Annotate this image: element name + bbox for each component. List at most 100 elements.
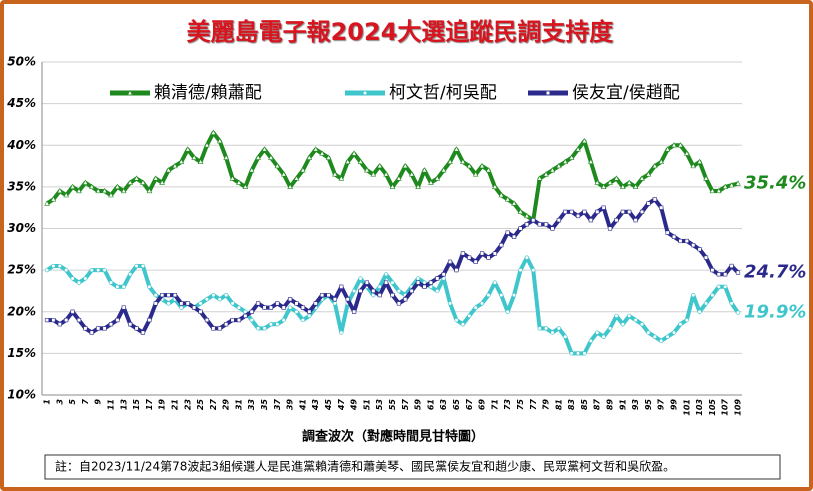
point [440,167,447,173]
x-tick-label: 67 [465,399,474,411]
point [312,146,319,152]
y-tick-label: 10% [7,388,36,402]
legend-label: 賴清德/賴蕭配 [154,83,262,103]
point [517,208,524,214]
point [620,183,626,189]
point [165,167,172,173]
x-tick-label: 59 [414,399,423,411]
x-tick-label: 71 [490,399,499,410]
end-label: 35.4% [744,173,806,194]
point [83,276,88,281]
point [562,158,569,164]
point [678,238,683,244]
point [344,158,351,164]
point [224,322,229,327]
point [128,272,133,277]
x-tick-label: 75 [516,399,525,411]
point [505,309,510,314]
point [332,297,338,302]
point [300,305,306,310]
point [294,309,299,314]
point [671,142,677,148]
point [358,276,363,281]
point [364,280,370,285]
point [172,292,178,298]
point [172,162,178,169]
x-tick-label: 79 [542,399,551,411]
point [531,218,536,223]
point [319,150,325,156]
x-axis-label: 調查波次（對應時間見甘特圖） [302,429,484,445]
point [447,301,453,306]
end-label: 24.7% [744,262,806,283]
point [498,192,505,198]
point [473,305,478,310]
point [268,154,274,160]
point [216,137,223,144]
x-tick-label: 61 [426,399,435,410]
point [568,154,575,160]
point [262,305,267,310]
point [486,255,491,260]
point [236,305,242,310]
point [473,259,478,264]
point [204,297,210,302]
point [159,179,165,185]
x-tick-label: 39 [286,399,295,411]
point [82,179,89,185]
point [268,305,274,310]
point [64,317,69,323]
point [128,322,133,327]
point [275,301,280,306]
point [709,187,716,194]
y-tick-label: 40% [6,138,36,152]
x-tick-label: 49 [350,399,359,412]
point [390,280,395,285]
point [581,137,588,144]
point [275,322,280,327]
point [550,226,555,231]
point [300,317,306,323]
point [684,150,690,156]
x-tick-label: 85 [580,399,589,411]
x-tick-label: 9 [94,399,103,405]
x-tick-label: 15 [132,399,141,411]
point [691,243,696,248]
point [152,175,159,181]
point [499,293,504,298]
x-tick-label: 109 [734,399,743,416]
point [710,268,715,273]
point [601,334,606,339]
point [633,218,638,223]
point [389,183,396,189]
x-tick-label: 19 [158,399,167,411]
point [582,209,587,214]
point [549,167,556,173]
x-tick-label: 17 [145,399,154,411]
point [492,183,498,189]
point [320,292,325,298]
point [524,255,529,260]
x-tick-label: 99 [670,399,679,411]
point [261,146,268,152]
point [396,301,401,306]
point [633,317,638,323]
x-tick-label: 95 [644,399,653,411]
point [472,171,479,177]
x-tick-label: 7 [81,399,90,405]
chart-title: 美麗島電子報2024大選追蹤民調支持度 [187,18,615,46]
point [307,309,312,314]
point [729,301,734,306]
point [44,268,50,273]
point [664,146,671,152]
point [600,183,607,189]
x-tick-label: 37 [273,399,282,411]
legend-marker [127,89,133,96]
y-tick-label: 15% [7,346,36,360]
x-tick-label: 63 [439,399,448,411]
point [575,146,581,152]
x-tick-label: 23 [183,399,192,411]
point [511,293,517,298]
point [594,179,601,185]
point [492,251,497,256]
